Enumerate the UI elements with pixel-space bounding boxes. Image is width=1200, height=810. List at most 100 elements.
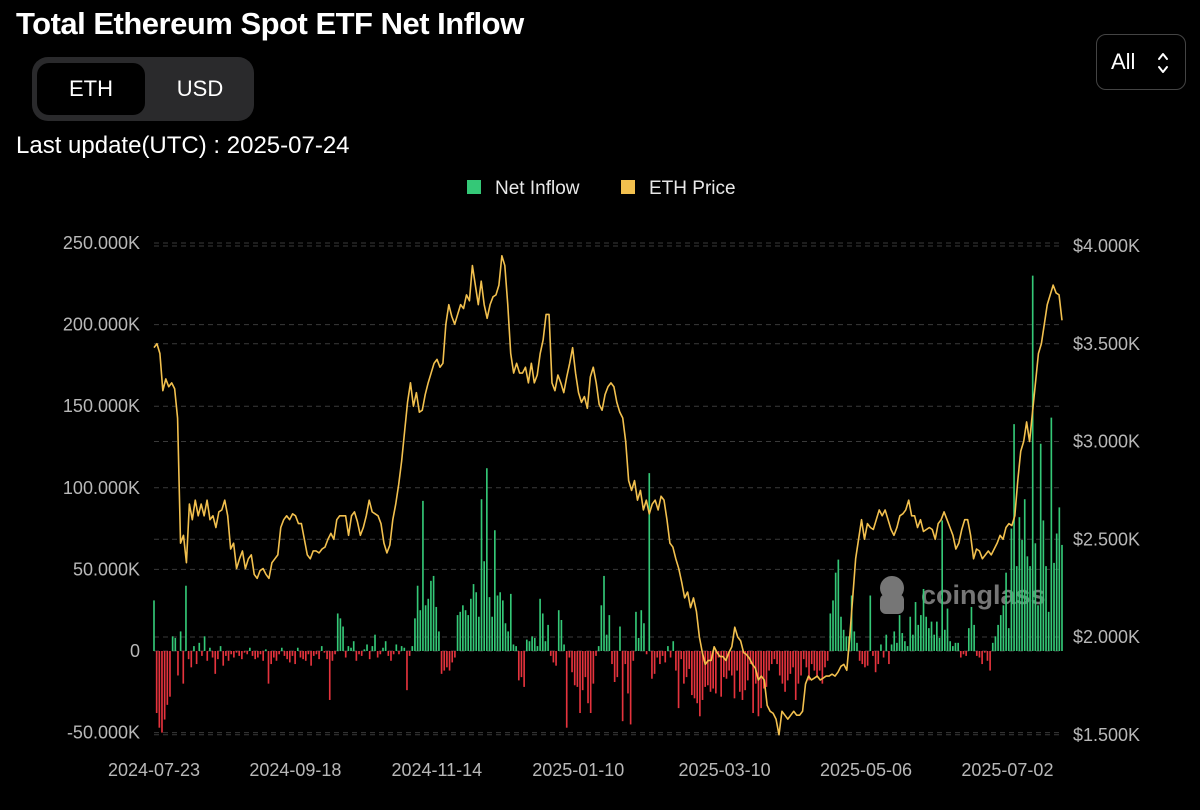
net-inflow-bar xyxy=(158,651,161,728)
last-update-label: Last update(UTC) : xyxy=(16,132,227,159)
net-inflow-bar xyxy=(829,613,832,651)
x-axis-tick-label: 2025-01-10 xyxy=(532,760,624,780)
net-inflow-bar xyxy=(515,646,517,651)
net-inflow-bar xyxy=(965,651,967,656)
net-inflow-bar xyxy=(850,595,853,651)
net-inflow-bar xyxy=(600,605,603,651)
net-inflow-bar xyxy=(632,651,635,661)
net-inflow-bar xyxy=(525,639,528,651)
unit-toggle[interactable]: ETH USD xyxy=(32,57,254,121)
net-inflow-bar xyxy=(496,595,499,651)
right-axis-tick-label: $4.000K xyxy=(1073,236,1140,256)
net-inflow-bar xyxy=(834,572,837,651)
net-inflow-bar xyxy=(880,644,882,651)
net-inflow-bar xyxy=(267,651,270,684)
net-inflow-bar xyxy=(909,616,912,651)
net-inflow-bar xyxy=(408,651,411,656)
net-inflow-bar xyxy=(725,651,728,679)
net-inflow-bar xyxy=(395,644,398,651)
x-axis-tick-label: 2024-07-23 xyxy=(108,760,200,780)
net-inflow-bar xyxy=(978,651,981,658)
net-inflow-bar xyxy=(741,651,744,700)
net-inflow-bar xyxy=(1015,566,1018,651)
net-inflow-bar xyxy=(592,651,595,684)
net-inflow-bar xyxy=(1042,520,1045,651)
range-select[interactable]: All xyxy=(1096,34,1186,90)
net-inflow-bar xyxy=(589,651,592,714)
legend-swatch xyxy=(467,180,481,194)
net-inflow-bar xyxy=(581,651,584,691)
net-inflow-bar xyxy=(398,651,400,655)
net-inflow-bar xyxy=(970,606,973,651)
net-inflow-bar xyxy=(957,642,959,651)
net-inflow-bar xyxy=(837,559,840,651)
net-inflow-bar xyxy=(238,651,241,656)
net-inflow-bar xyxy=(952,646,954,651)
right-axis-tick-label: $1.500K xyxy=(1073,725,1140,745)
net-inflow-bar xyxy=(198,642,201,651)
net-inflow-bar xyxy=(235,651,238,653)
net-inflow-bar xyxy=(736,651,738,671)
net-inflow-bar xyxy=(754,651,757,684)
net-inflow-bar xyxy=(270,651,272,665)
net-inflow-bar xyxy=(387,651,390,656)
chart-legend: Net Inflow ETH Price xyxy=(467,178,736,199)
net-inflow-bar xyxy=(752,651,754,714)
net-inflow-bar xyxy=(171,636,174,651)
net-inflow-bar xyxy=(648,473,651,651)
net-inflow-bar xyxy=(280,647,283,651)
net-inflow-bar xyxy=(1013,424,1015,651)
net-inflow-bar xyxy=(203,636,206,651)
net-inflow-bar xyxy=(922,588,925,651)
net-inflow-bar xyxy=(893,631,896,651)
net-inflow-bar xyxy=(502,600,504,651)
net-inflow-bar xyxy=(904,641,906,651)
net-inflow-bar xyxy=(307,651,310,655)
net-inflow-bar xyxy=(174,637,177,651)
net-inflow-bar xyxy=(613,651,616,683)
net-inflow-bar xyxy=(691,651,693,696)
usd-toggle-option[interactable]: USD xyxy=(176,76,224,101)
net-inflow-bar xyxy=(486,468,488,651)
net-inflow-bar xyxy=(656,651,659,658)
net-inflow-bar xyxy=(941,520,943,651)
net-inflow-bar xyxy=(243,651,246,653)
net-inflow-bar xyxy=(222,651,225,666)
legend-swatch xyxy=(621,180,635,194)
net-inflow-bar xyxy=(917,624,920,651)
net-inflow-bar xyxy=(462,605,464,651)
net-inflow-bar xyxy=(621,651,624,722)
net-inflow-bar xyxy=(930,621,933,651)
net-inflow-bar xyxy=(842,629,845,651)
net-inflow-bar xyxy=(733,651,736,699)
net-inflow-bar xyxy=(882,651,885,658)
net-inflow-bar xyxy=(627,651,629,694)
eth-toggle-option[interactable]: ETH xyxy=(37,63,145,115)
net-inflow-bar xyxy=(810,651,813,665)
net-inflow-bar xyxy=(323,651,326,653)
net-inflow-bar xyxy=(701,651,704,700)
net-inflow-bar xyxy=(997,624,999,651)
net-inflow-bar xyxy=(821,651,824,684)
net-inflow-bar xyxy=(155,651,158,714)
net-inflow-bar xyxy=(824,651,826,668)
net-inflow-bar xyxy=(315,651,318,655)
net-inflow-bar xyxy=(693,651,696,699)
net-inflow-bar xyxy=(999,615,1002,651)
grid-lines xyxy=(154,242,1062,736)
net-inflow-bar xyxy=(422,500,424,651)
net-inflow-bar xyxy=(667,646,669,651)
net-inflow-bar xyxy=(816,651,818,678)
net-inflow-bars xyxy=(153,275,1063,733)
net-inflow-bar xyxy=(211,651,214,658)
net-inflow-bar xyxy=(991,642,994,651)
net-inflow-bar xyxy=(456,615,459,651)
net-inflow-bar xyxy=(390,651,392,661)
net-inflow-bar xyxy=(773,651,776,660)
net-inflow-bar xyxy=(488,597,491,651)
net-inflow-bar xyxy=(507,631,509,651)
net-inflow-bar xyxy=(983,651,986,653)
net-inflow-bar xyxy=(451,651,454,663)
net-inflow-bar xyxy=(925,616,928,651)
net-inflow-bar xyxy=(179,631,182,651)
